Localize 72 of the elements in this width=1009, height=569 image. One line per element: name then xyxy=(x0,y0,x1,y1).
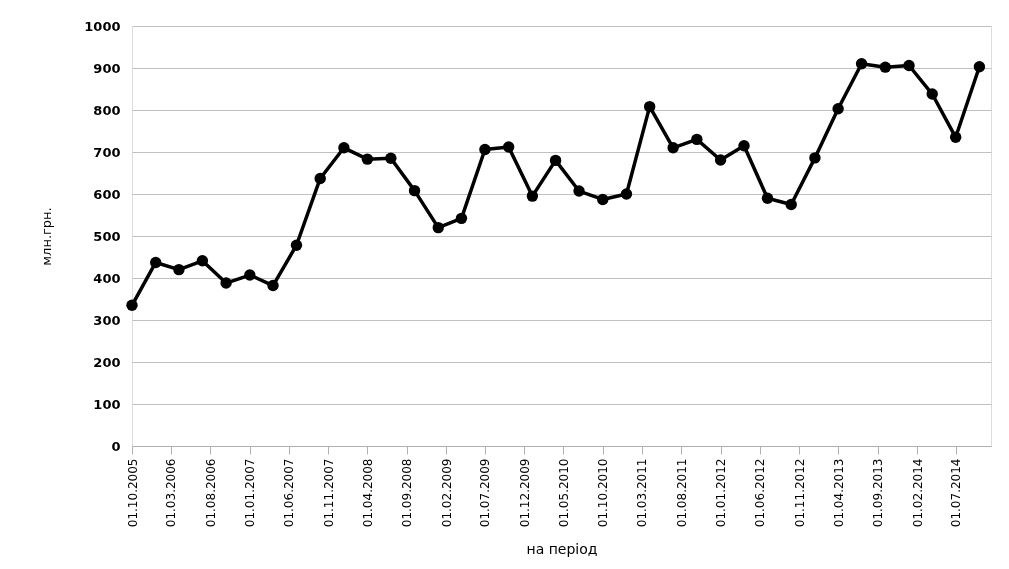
x-tick-label: 01.09.2008 xyxy=(400,458,415,528)
y-tick-label: 1000 xyxy=(84,18,121,34)
point xyxy=(903,59,915,72)
x-tick-label: 01.06.2007 xyxy=(282,458,297,528)
point xyxy=(597,193,609,206)
x-tick-label: 01.04.2013 xyxy=(831,458,846,528)
point xyxy=(667,142,679,154)
y-axis-title: млн.грн. xyxy=(39,207,55,266)
point xyxy=(949,131,962,143)
point xyxy=(455,212,468,225)
point xyxy=(385,152,397,164)
y-tick-label: 500 xyxy=(93,228,121,244)
point xyxy=(150,256,162,269)
point xyxy=(973,61,986,73)
x-tick-label: 01.11.2012 xyxy=(792,458,807,528)
point xyxy=(738,140,750,152)
y-tick-label: 900 xyxy=(93,60,121,76)
x-tick-label: 01.05.2010 xyxy=(556,458,571,528)
y-tick-label: 800 xyxy=(93,102,121,118)
point xyxy=(126,299,138,311)
point xyxy=(879,61,891,73)
x-tick-label: 01.10.2010 xyxy=(596,458,611,528)
x-tick-label: 01.12.2009 xyxy=(517,458,532,528)
x-tick-label: 01.03.2011 xyxy=(635,458,650,528)
point xyxy=(855,58,868,70)
x-tick-label: 01.01.2007 xyxy=(243,458,258,528)
point xyxy=(196,255,209,267)
point xyxy=(785,198,797,211)
y-tick-label: 100 xyxy=(93,396,121,412)
x-tick-label: 01.02.2009 xyxy=(439,458,454,528)
point xyxy=(244,269,256,281)
x-tick-label: 01.11.2007 xyxy=(321,458,336,528)
x-tick-label: 01.09.2013 xyxy=(871,458,886,528)
x-tick-label: 01.02.2014 xyxy=(910,458,925,528)
point xyxy=(290,239,303,251)
x-tick-label: 01.07.2014 xyxy=(949,458,964,528)
x-tick-label: 01.01.2012 xyxy=(714,458,729,528)
y-tick-label: 200 xyxy=(93,354,121,370)
point xyxy=(408,184,421,197)
point xyxy=(761,192,774,204)
point xyxy=(502,141,515,153)
x-axis-title: на період xyxy=(526,541,598,558)
point xyxy=(526,190,539,202)
point xyxy=(432,221,444,234)
point xyxy=(267,279,279,292)
y-tick-label: 0 xyxy=(111,438,121,454)
point xyxy=(361,153,374,165)
point xyxy=(220,277,232,289)
point xyxy=(549,154,562,167)
y-tick-label: 300 xyxy=(93,312,121,328)
x-tick-label: 01.06.2012 xyxy=(753,458,768,528)
x-tick-label: 01.03.2006 xyxy=(164,458,179,528)
point xyxy=(691,133,703,146)
x-tick-label: 01.10.2005 xyxy=(125,458,140,528)
x-tick-label: 01.04.2008 xyxy=(360,458,375,528)
y-tick-label: 600 xyxy=(93,186,121,202)
point xyxy=(573,185,585,197)
y-tick-label: 400 xyxy=(93,270,121,286)
point xyxy=(479,143,491,156)
point xyxy=(714,154,727,166)
point xyxy=(832,103,844,115)
point xyxy=(314,172,326,185)
point xyxy=(926,88,938,100)
x-tick-label: 01.08.2006 xyxy=(203,458,218,528)
point xyxy=(338,142,350,154)
y-tick-label: 700 xyxy=(93,144,121,160)
point xyxy=(620,188,633,200)
x-tick-label: 01.08.2011 xyxy=(674,458,689,528)
point xyxy=(643,100,656,113)
point xyxy=(173,263,185,276)
point xyxy=(809,152,821,164)
x-tick-label: 01.07.2009 xyxy=(478,458,493,528)
